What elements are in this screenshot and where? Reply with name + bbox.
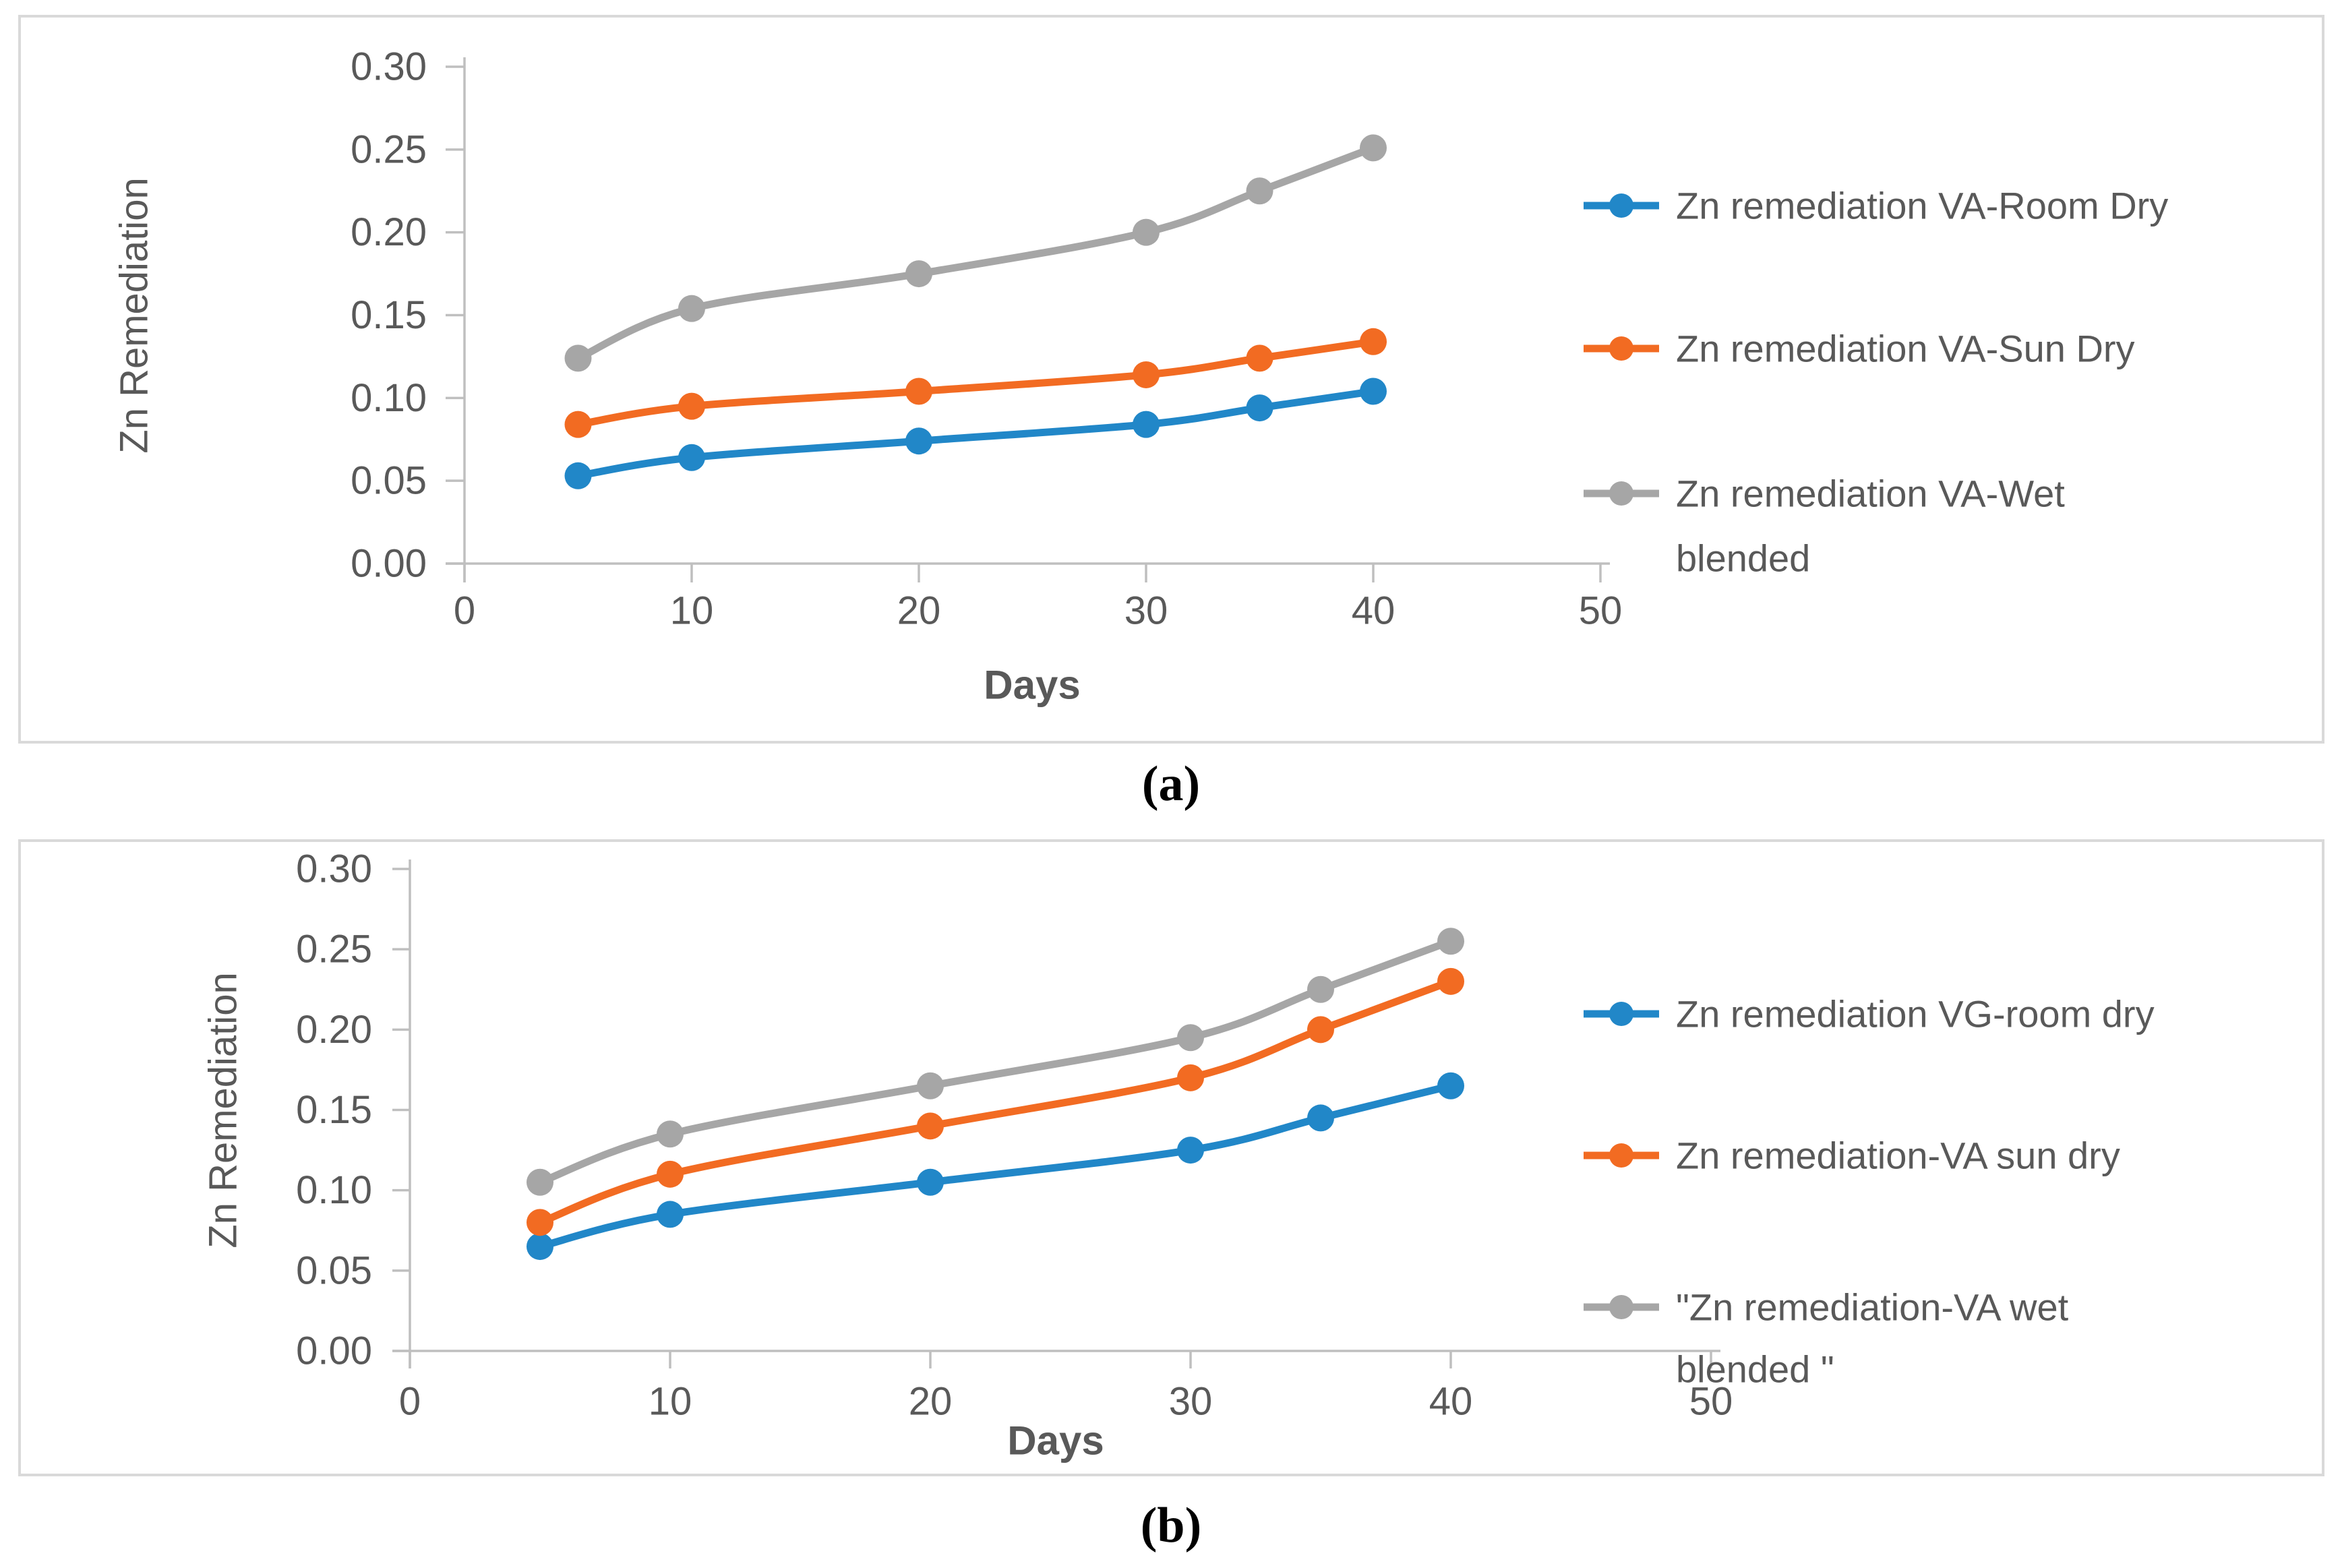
x-axis-title: Days bbox=[984, 663, 1080, 708]
legend-label: blended " bbox=[1676, 1348, 1834, 1391]
legend-item: "Zn remediation-VA wet blended " bbox=[1584, 1286, 2069, 1391]
data-point bbox=[678, 295, 705, 322]
x-tick-label: 30 bbox=[1169, 1380, 1213, 1424]
data-point bbox=[564, 344, 592, 372]
data-point bbox=[905, 427, 932, 455]
x-tick-label: 10 bbox=[649, 1380, 692, 1424]
data-point bbox=[678, 444, 705, 471]
data-point bbox=[1307, 1016, 1334, 1044]
y-axis-title: Zn Remediation bbox=[202, 972, 245, 1248]
x-tick-label: 50 bbox=[1579, 589, 1623, 633]
legend-item: Zn remediation VA-Room Dry bbox=[1584, 185, 2168, 227]
chart-panel-b: 0.30 0.25 0.20 0.15 0.10 0.05 0.00 0 10 20 30 40 50 D… bbox=[18, 839, 2324, 1476]
legend-swatch-marker bbox=[1609, 1295, 1633, 1319]
legend-item: Zn remediation VA-Wet blended bbox=[1584, 473, 2065, 580]
y-tick-label: 0.10 bbox=[296, 1168, 372, 1212]
x-tick-label: 0 bbox=[399, 1380, 421, 1424]
data-point bbox=[657, 1120, 684, 1148]
y-tick-label: 0.30 bbox=[351, 45, 427, 89]
series-line bbox=[536, 977, 1455, 1226]
data-point bbox=[1360, 328, 1387, 355]
x-tick-label: 30 bbox=[1124, 589, 1168, 633]
legend-label: Zn remediation VA-Wet bbox=[1676, 473, 2065, 515]
x-tick-label: 0 bbox=[454, 589, 475, 633]
data-point bbox=[1360, 134, 1387, 162]
series-line bbox=[536, 937, 1455, 1186]
data-point bbox=[1133, 411, 1160, 438]
x-axis-title: Days bbox=[1007, 1418, 1104, 1464]
y-tick-label: 0.05 bbox=[296, 1248, 372, 1292]
data-point bbox=[1437, 928, 1464, 955]
x-tick-label: 20 bbox=[897, 589, 941, 633]
data-point bbox=[917, 1168, 944, 1196]
line-chart-b: 0.30 0.25 0.20 0.15 0.10 0.05 0.00 0 10 20 30 40 50 D… bbox=[202, 847, 2155, 1464]
data-point bbox=[1437, 967, 1464, 995]
y-axis-title: Zn Remediation bbox=[113, 177, 156, 453]
data-point bbox=[657, 1160, 684, 1188]
x-tick-label: 50 bbox=[1689, 1380, 1733, 1424]
x-tick-label: 40 bbox=[1352, 589, 1395, 633]
y-tick-label: 0.10 bbox=[351, 376, 427, 420]
data-point bbox=[917, 1112, 944, 1140]
data-point bbox=[1133, 218, 1160, 246]
data-point bbox=[1360, 378, 1387, 405]
legend-swatch-marker bbox=[1609, 336, 1633, 361]
data-point bbox=[1133, 361, 1160, 388]
legend-label: Zn remediation VG-room dry bbox=[1676, 993, 2155, 1035]
data-point bbox=[1307, 975, 1334, 1003]
data-point bbox=[1177, 1137, 1204, 1164]
y-tick-label: 0.00 bbox=[351, 542, 427, 586]
y-tick-label: 0.15 bbox=[296, 1088, 372, 1132]
data-point bbox=[564, 411, 592, 438]
y-tick-label: 0.15 bbox=[351, 293, 427, 337]
caption-b: (b) bbox=[1140, 1498, 1202, 1553]
data-point bbox=[527, 1233, 553, 1261]
y-tick-label: 0.30 bbox=[296, 847, 372, 891]
data-point bbox=[1246, 344, 1273, 372]
chart-panel-a: 0.30 0.25 0.20 0.15 0.10 0.05 0.00 0 10 20 30 40 50 D… bbox=[18, 15, 2324, 744]
legend-label: "Zn remediation-VA wet bbox=[1676, 1286, 2069, 1329]
data-point bbox=[564, 462, 592, 489]
y-tick-label: 0.20 bbox=[296, 1008, 372, 1052]
data-point bbox=[905, 378, 932, 405]
legend-swatch-marker bbox=[1609, 1002, 1633, 1026]
data-point bbox=[678, 392, 705, 420]
data-point bbox=[1246, 177, 1273, 205]
data-point bbox=[917, 1072, 944, 1099]
legend-item: Zn remediation VG-room dry bbox=[1584, 993, 2155, 1035]
legend-label: Zn remediation VA-Room Dry bbox=[1676, 185, 2168, 227]
x-tick-label: 40 bbox=[1429, 1380, 1473, 1424]
legend-item: Zn remediation-VA sun dry bbox=[1584, 1135, 2120, 1177]
y-tick-label: 0.25 bbox=[351, 127, 427, 171]
y-tick-label: 0.00 bbox=[296, 1329, 372, 1373]
legend-swatch-marker bbox=[1609, 193, 1633, 218]
data-point bbox=[1437, 1072, 1464, 1099]
caption-a: (a) bbox=[1141, 756, 1201, 812]
data-point bbox=[1177, 1024, 1204, 1052]
legend-label: Zn remediation-VA sun dry bbox=[1676, 1135, 2120, 1177]
x-tick-label: 20 bbox=[909, 1380, 953, 1424]
data-point bbox=[1307, 1104, 1334, 1132]
data-point bbox=[527, 1209, 553, 1236]
line-chart-a: 0.30 0.25 0.20 0.15 0.10 0.05 0.00 0 10 20 30 40 50 D… bbox=[113, 45, 2169, 708]
data-point bbox=[527, 1168, 553, 1196]
x-tick-label: 10 bbox=[670, 589, 714, 633]
legend-item: Zn remediation VA-Sun Dry bbox=[1584, 328, 2135, 370]
legend-label: Zn remediation VA-Sun Dry bbox=[1676, 328, 2135, 370]
data-point bbox=[657, 1201, 684, 1228]
legend-swatch-marker bbox=[1609, 1143, 1633, 1168]
data-point bbox=[1177, 1064, 1204, 1091]
y-tick-label: 0.25 bbox=[296, 928, 372, 971]
data-point bbox=[1246, 394, 1273, 422]
data-point bbox=[905, 260, 932, 288]
y-tick-label: 0.05 bbox=[351, 459, 427, 503]
legend-swatch-marker bbox=[1609, 481, 1633, 506]
legend-label: blended bbox=[1676, 537, 1810, 580]
y-tick-label: 0.20 bbox=[351, 210, 427, 254]
